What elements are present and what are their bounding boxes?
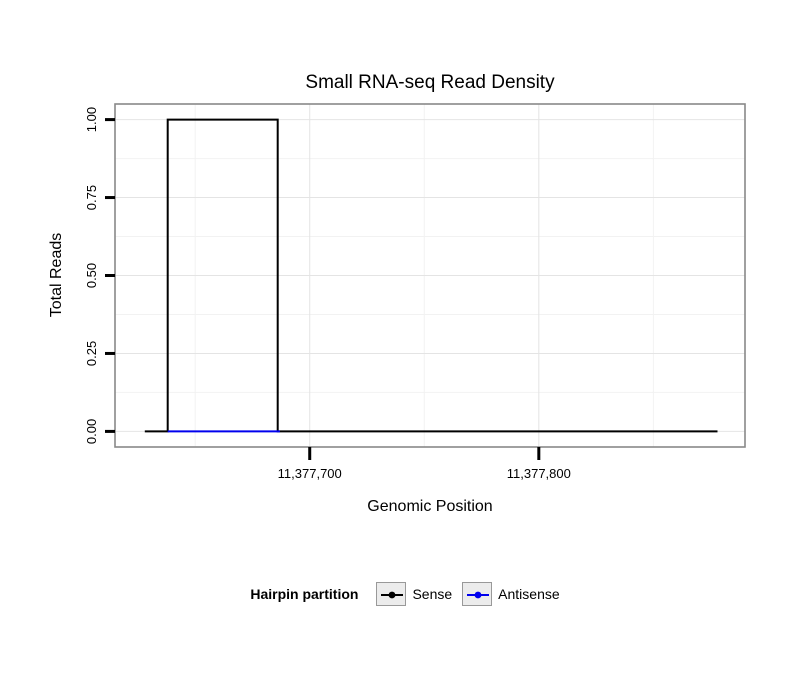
sense-key-point <box>389 591 396 599</box>
y-tick-label: 0.50 <box>84 263 99 288</box>
legend-label-sense: Sense <box>412 586 453 602</box>
y-tick-label: 0.75 <box>84 185 99 210</box>
chart-title: Small RNA-seq Read Density <box>305 72 555 93</box>
x-tick-label: 11,377,800 <box>507 466 571 481</box>
legend: Hairpin partition Sense Antisense <box>0 582 810 606</box>
legend-label-antisense: Antisense <box>498 586 560 602</box>
y-tick-label: 0.25 <box>84 341 99 366</box>
legend-title: Hairpin partition <box>250 586 359 602</box>
y-axis-label: Total Reads <box>48 232 65 318</box>
legend-entry-antisense: Antisense <box>462 582 560 606</box>
antisense-key-icon <box>462 582 493 606</box>
antisense-key-point <box>474 591 482 599</box>
y-tick-label: 1.00 <box>84 107 99 132</box>
x-tick-label: 11,377,700 <box>278 466 342 481</box>
x-axis-label: Genomic Position <box>367 498 493 515</box>
series-sense <box>144 118 718 433</box>
legend-entry-sense: Sense <box>376 582 452 606</box>
sense-key-icon <box>376 582 407 606</box>
y-tick-label: 0.00 <box>84 419 99 444</box>
